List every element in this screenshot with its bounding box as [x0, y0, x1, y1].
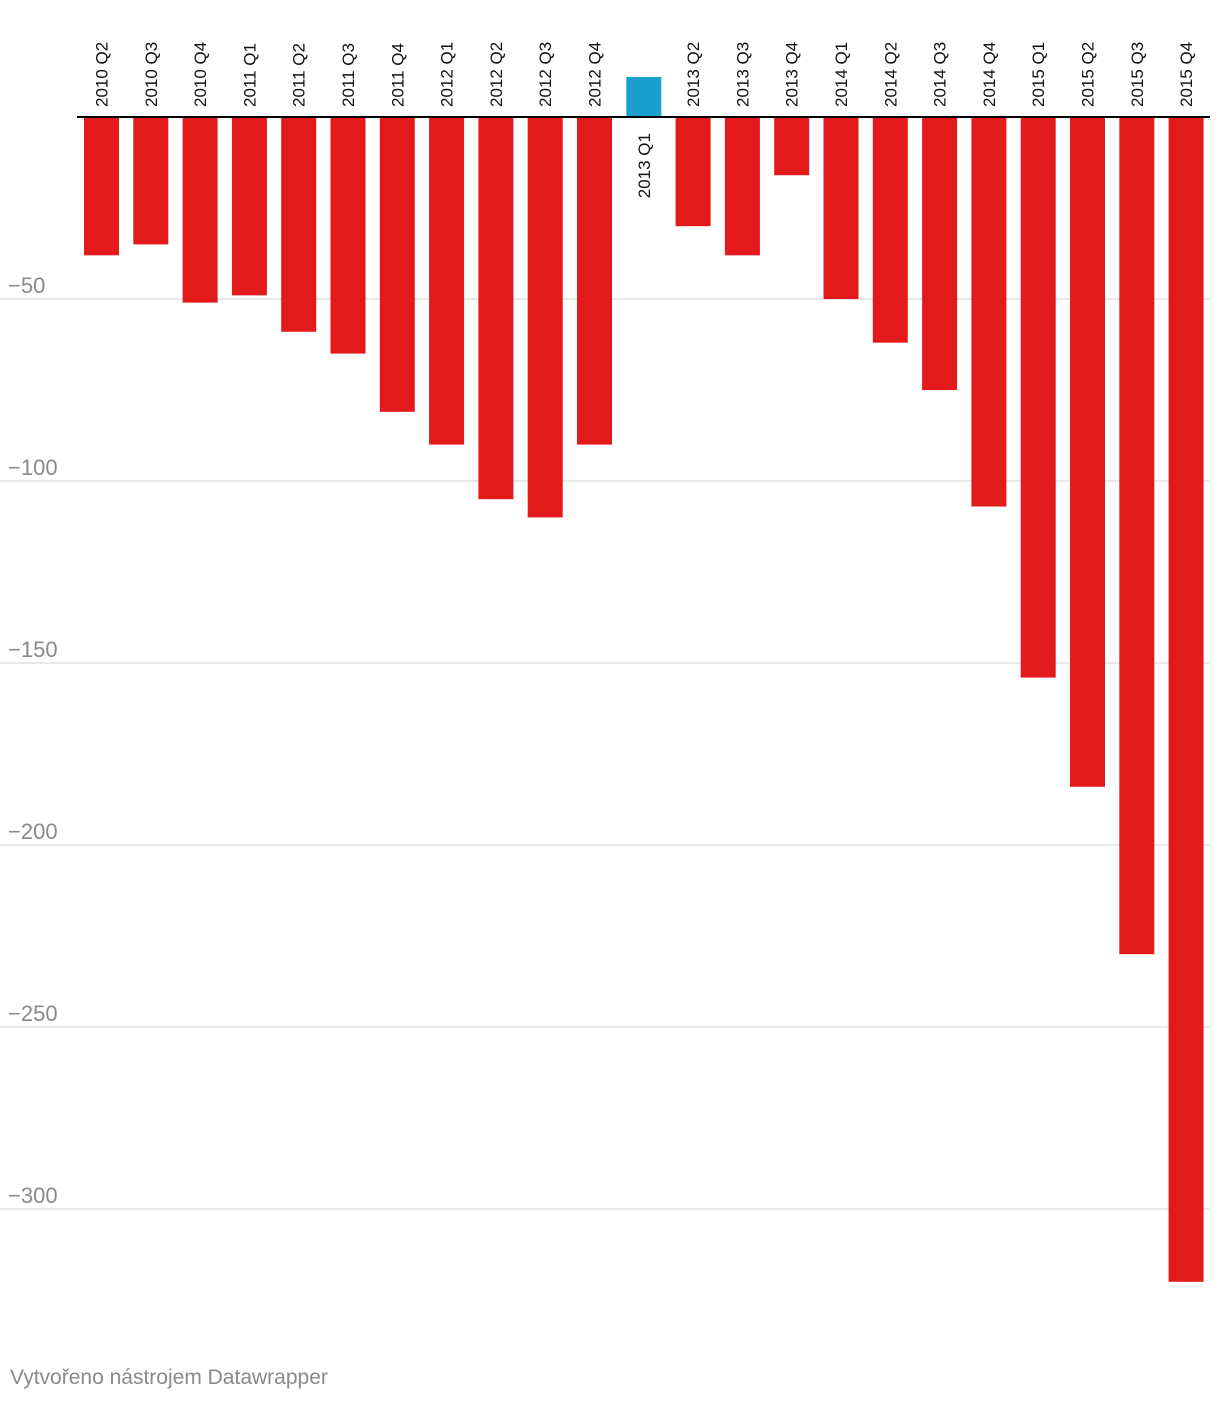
bar	[626, 76, 662, 117]
y-axis-ticks: −50 −100 −150 −200 −250 −300	[8, 273, 58, 1208]
category-label: 2012 Q4	[586, 42, 605, 107]
bar	[971, 117, 1007, 507]
bar	[84, 117, 119, 256]
bars	[84, 76, 1204, 1282]
category-label: 2011 Q3	[339, 43, 358, 107]
bar	[675, 117, 711, 227]
category-label: 2013 Q4	[783, 42, 802, 107]
bar	[330, 117, 366, 354]
category-label: 2014 Q2	[881, 42, 900, 107]
category-label: 2014 Q3	[931, 42, 950, 107]
category-label: 2013 Q1	[635, 133, 654, 198]
category-label: 2011 Q4	[388, 43, 407, 107]
category-label: 2013 Q3	[733, 42, 752, 107]
category-label: 2015 Q4	[1177, 42, 1196, 107]
category-labels: 2010 Q2 2010 Q3 2010 Q4 2011 Q1 2011 Q2 2011 …	[93, 42, 1197, 198]
bar	[429, 117, 465, 445]
category-label: 2011 Q1	[240, 43, 259, 107]
category-label: 2014 Q4	[980, 42, 999, 107]
bar	[379, 117, 415, 412]
bar	[1168, 117, 1204, 1282]
y-tick-label: −50	[8, 273, 45, 298]
bar	[577, 117, 612, 445]
bar	[281, 117, 317, 332]
category-label: 2011 Q2	[290, 43, 309, 107]
bar	[724, 117, 760, 256]
y-tick-label: −300	[8, 1183, 58, 1208]
y-tick-label: −250	[8, 1001, 58, 1026]
bar	[478, 117, 514, 500]
category-label: 2015 Q3	[1128, 42, 1147, 107]
y-tick-label: −150	[8, 637, 58, 662]
category-label: 2015 Q1	[1029, 42, 1048, 107]
bar	[1020, 117, 1056, 678]
gridlines	[0, 298, 1210, 1210]
y-tick-label: −200	[8, 819, 58, 844]
category-label: 2010 Q2	[93, 42, 112, 107]
category-label: 2012 Q2	[487, 42, 506, 107]
bar-chart: −50−100−150−200−250−300 2010 Q2 2010 Q3 20…	[0, 42, 1210, 1282]
bar	[774, 117, 810, 176]
bar	[182, 117, 218, 303]
category-label: 2010 Q3	[142, 42, 161, 107]
datawrapper-credit: Vytvořeno nástrojem Datawrapper	[10, 1366, 328, 1389]
bar	[823, 117, 859, 299]
category-label: 2015 Q2	[1079, 42, 1098, 107]
bar	[231, 117, 267, 296]
category-label: 2012 Q1	[438, 42, 457, 107]
bar	[133, 117, 169, 245]
bar	[922, 117, 958, 390]
category-label: 2012 Q3	[536, 42, 555, 107]
category-label: 2010 Q4	[191, 42, 210, 107]
bar	[527, 117, 563, 518]
category-label: 2014 Q1	[832, 42, 851, 107]
bar	[872, 117, 908, 343]
bar	[1119, 117, 1155, 955]
y-tick-label: −100	[8, 455, 58, 480]
category-label: 2013 Q2	[684, 42, 703, 107]
bar	[1070, 117, 1105, 787]
